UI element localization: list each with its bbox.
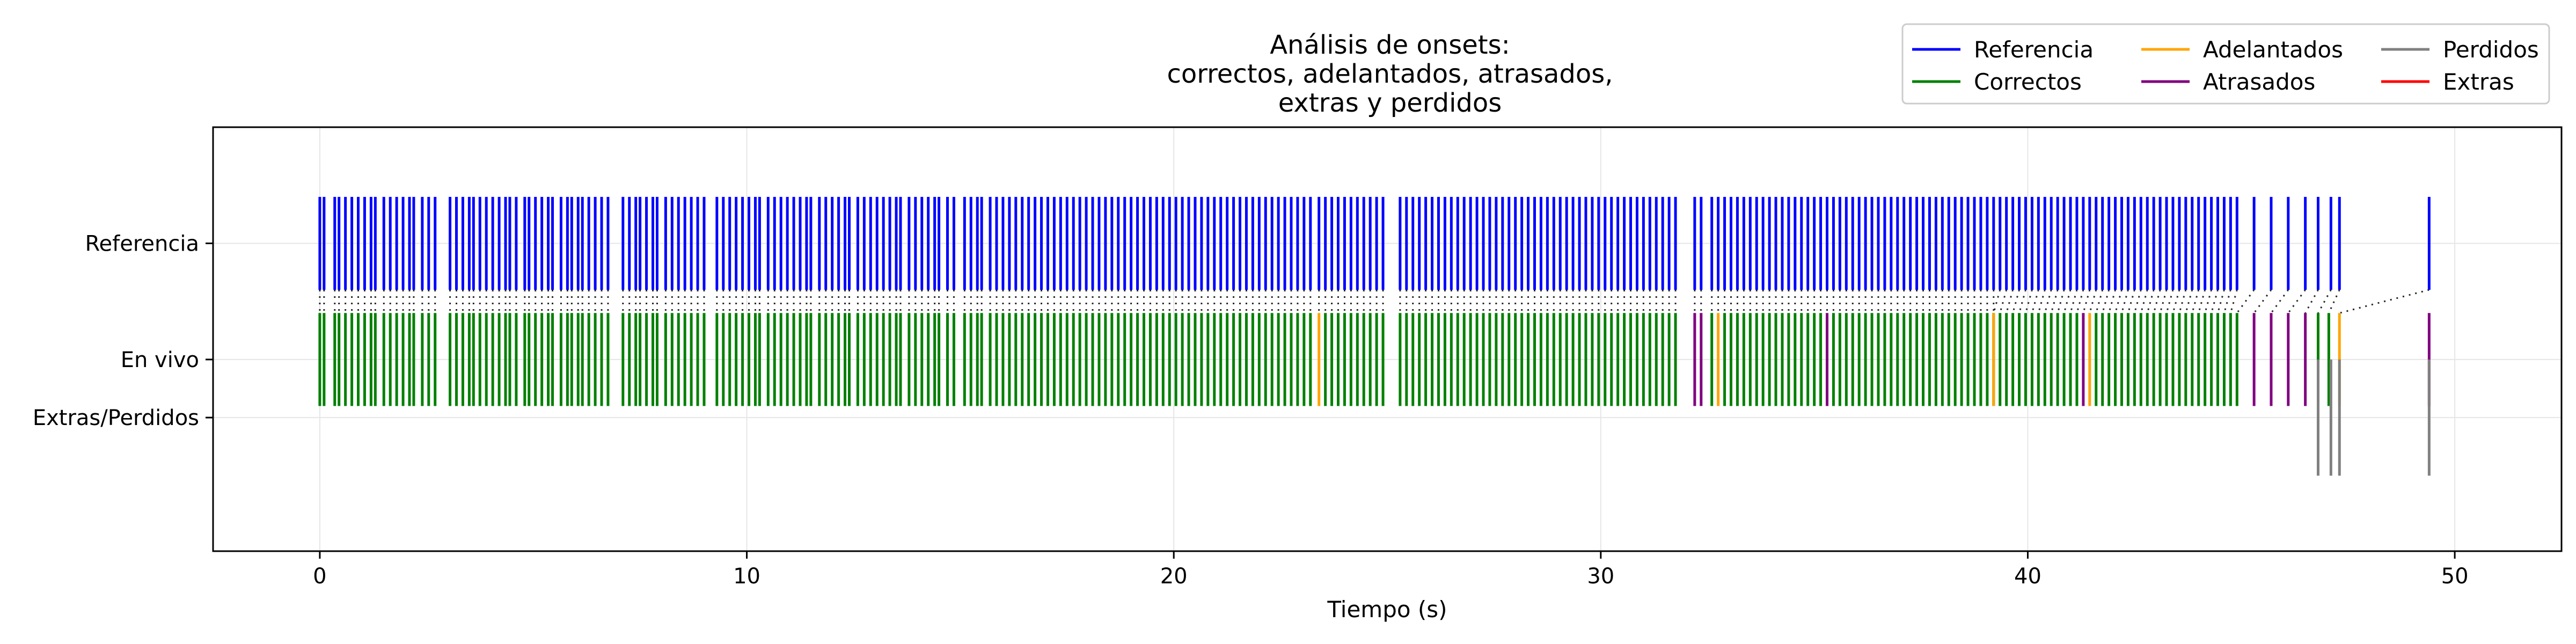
- onset-connector: [2057, 289, 2065, 313]
- chart-title-line-3: extras y perdidos: [1278, 88, 1502, 118]
- onset-connector: [2089, 289, 2097, 313]
- legend-label: Extras: [2443, 69, 2514, 95]
- legend-label: Perdidos: [2443, 36, 2539, 63]
- onset-connector: [2317, 289, 2332, 314]
- onset-connector: [2253, 289, 2272, 314]
- onset-connector: [2082, 289, 2091, 313]
- onset-connector: [2063, 289, 2072, 313]
- x-tick-label: 40: [2014, 564, 2041, 589]
- x-tick-label: 20: [1160, 564, 1188, 589]
- onset-connector: [2076, 289, 2084, 313]
- onset-connector: [2018, 289, 2026, 313]
- onset-connector: [2172, 289, 2180, 313]
- chart-title-line-2: correctos, adelantados, atrasados,: [1167, 59, 1613, 89]
- grid: [213, 127, 2562, 551]
- onset-connector: [1993, 289, 2001, 313]
- y-axis-ticks: Referencia En vivo Extras/Perdidos: [33, 231, 213, 430]
- onset-connector: [2204, 289, 2213, 313]
- onset-connector: [2127, 289, 2135, 313]
- onset-connector: [2229, 289, 2238, 313]
- onset-connector: [2140, 289, 2148, 313]
- x-tick-label: 0: [313, 564, 326, 589]
- x-axis-label: Tiempo (s): [1327, 596, 1447, 623]
- y-tick-label: Referencia: [85, 231, 199, 256]
- onset-connector: [2037, 289, 2046, 313]
- x-tick-label: 30: [1587, 564, 1614, 589]
- x-tick-label: 10: [733, 564, 760, 589]
- onset-connector: [2044, 289, 2052, 313]
- legend-box: [1901, 23, 2550, 105]
- onset-connector: [2121, 289, 2129, 313]
- y-tick-label: Extras/Perdidos: [33, 406, 199, 430]
- legend-label: Referencia: [1974, 36, 2094, 63]
- chart-title-line-1: Análisis de onsets:: [1270, 30, 1510, 60]
- onset-connector: [2153, 289, 2161, 313]
- onset-connector: [2102, 289, 2110, 313]
- onset-connector: [2006, 289, 2014, 313]
- onset-connector: [2236, 289, 2255, 314]
- legend-label: Adelantados: [2203, 36, 2343, 63]
- onset-connector: [2211, 289, 2219, 313]
- onset-connector: [2287, 289, 2306, 314]
- onset-connector: [2069, 289, 2078, 313]
- onset-connector: [2217, 289, 2225, 313]
- onset-connector: [2270, 289, 2289, 314]
- onset-connector: [2223, 289, 2231, 313]
- onset-connector: [2191, 289, 2200, 313]
- legend-label: Atrasados: [2203, 69, 2315, 95]
- onset-connector: [2050, 289, 2059, 313]
- onset-connector: [2031, 289, 2039, 313]
- x-tick-label: 50: [2441, 564, 2469, 589]
- onset-connector: [2025, 289, 2033, 313]
- y-tick-label: En vivo: [121, 348, 199, 372]
- x-axis-ticks: 0 10 20 30 40 50: [313, 551, 2469, 589]
- onset-connector: [2133, 289, 2142, 313]
- onset-connector: [2185, 289, 2193, 313]
- onset-connector: [2095, 289, 2104, 313]
- onset-connector: [2114, 289, 2123, 313]
- onset-connector: [2304, 289, 2319, 314]
- connector-lines: [319, 289, 2429, 314]
- onset-connector: [2198, 289, 2206, 313]
- onset-connector: [1999, 289, 2008, 313]
- onset-connector: [2108, 289, 2117, 313]
- onset-marks: [318, 196, 2431, 476]
- onset-connector: [2178, 289, 2187, 313]
- onset-connector: [2146, 289, 2155, 313]
- onset-connector: [2159, 289, 2168, 313]
- onset-connector: [2012, 289, 2020, 313]
- legend-label: Correctos: [1974, 69, 2082, 95]
- onset-connector: [2165, 289, 2174, 313]
- onset-connector: [2339, 289, 2429, 314]
- legend: Referencia Correctos Adelantados Atrasados P…: [1901, 23, 2550, 105]
- plot-frame: [212, 126, 2563, 552]
